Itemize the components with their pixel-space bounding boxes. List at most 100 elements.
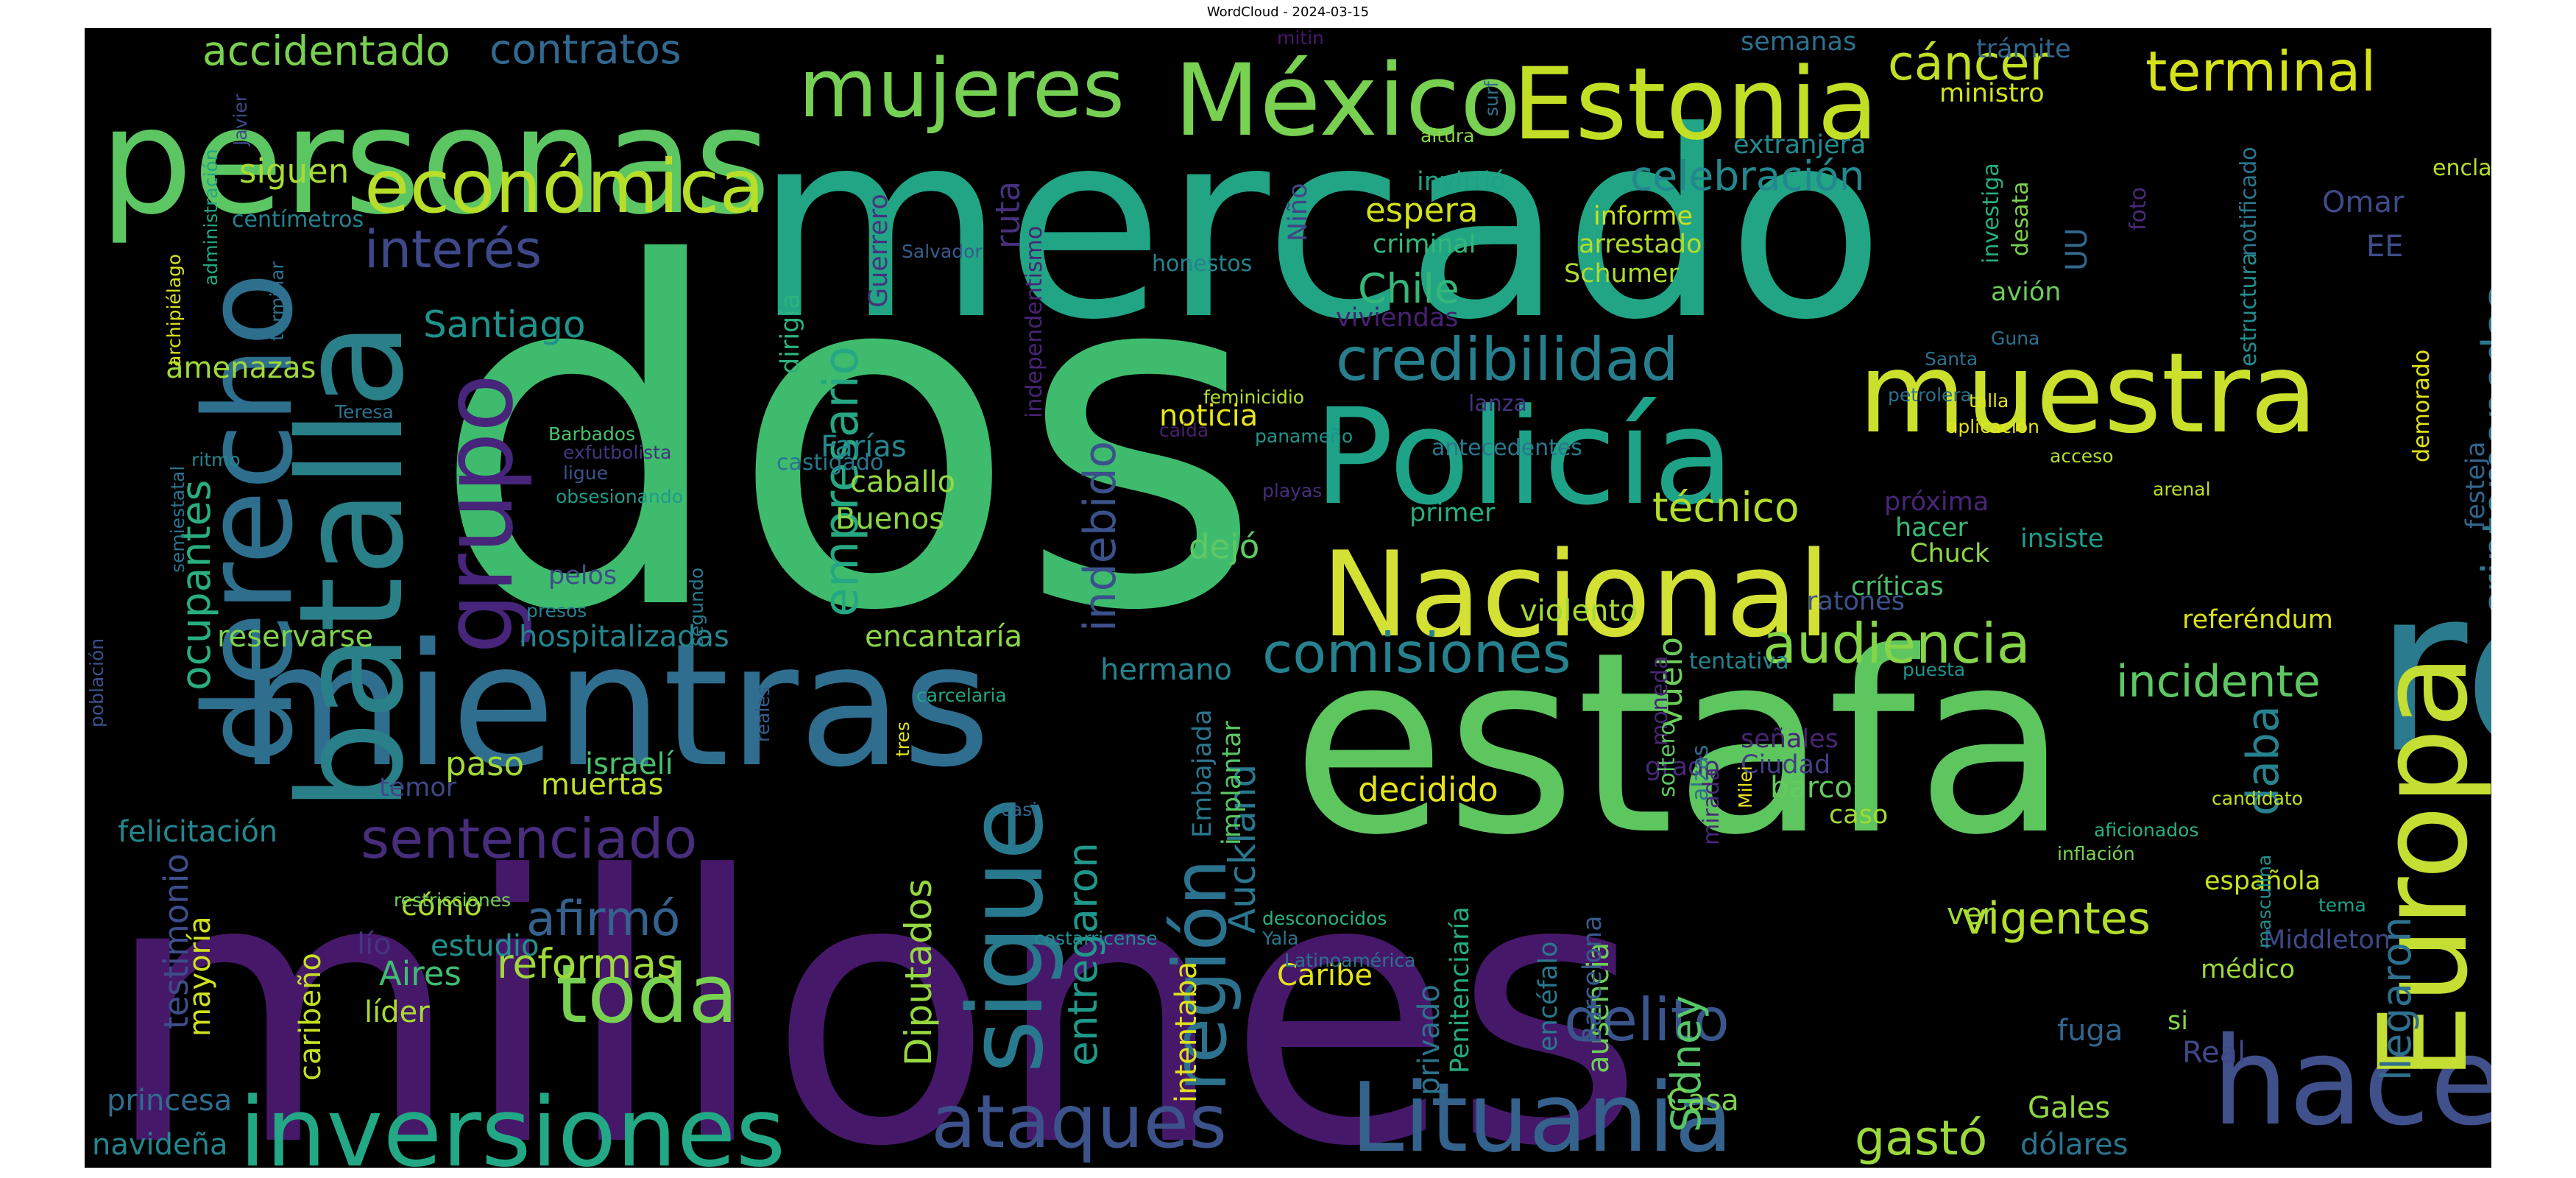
- word-106: privado: [1412, 984, 1446, 1096]
- word-159: masculina: [2254, 855, 2275, 948]
- word-59: Omar: [2322, 186, 2405, 219]
- word-168: Santa: [1925, 348, 1978, 370]
- word-29: cáncer: [1888, 36, 2049, 91]
- word-161: Guna: [1991, 328, 2039, 349]
- word-24: región: [1157, 859, 1243, 1092]
- word-136: estructura: [2236, 253, 2262, 367]
- chart-title: WordCloud - 2024-03-15: [1206, 4, 1370, 20]
- word-83: Middleton: [2263, 925, 2391, 955]
- word-164: arenal: [2153, 479, 2211, 500]
- word-143: dirigía: [776, 294, 805, 374]
- word-49: celebración: [1630, 152, 1864, 200]
- word-199: Latinoamérica: [1284, 950, 1415, 971]
- word-53: ocupantes: [172, 480, 219, 691]
- word-144: antecedentes: [1432, 435, 1582, 461]
- word-128: críticas: [1851, 572, 1944, 602]
- word-35: incidente: [2116, 656, 2321, 708]
- word-69: violento: [1520, 594, 1638, 628]
- word-111: caballo: [850, 465, 955, 499]
- word-77: barco: [1770, 771, 1853, 805]
- word-34: criptomonedas: [2473, 286, 2491, 617]
- word-95: cómo: [401, 889, 482, 923]
- word-102: ausencia: [1582, 942, 1616, 1073]
- word-87: Real: [2182, 1036, 2246, 1070]
- word-196: desconocidos: [1262, 908, 1387, 929]
- word-163: aplicación: [1947, 416, 2039, 437]
- word-166: playas: [1262, 480, 1322, 501]
- word-105: Penitenciaría: [1446, 906, 1475, 1073]
- word-47: reformas: [497, 940, 678, 987]
- word-192: aficionados: [2094, 819, 2198, 841]
- word-70: ratones: [1807, 587, 1905, 616]
- word-179: segundo: [686, 568, 707, 646]
- word-63: amenazas: [166, 351, 316, 385]
- word-178: población: [86, 638, 107, 727]
- word-6: Policía: [1314, 381, 1735, 535]
- word-188: alzas: [1688, 745, 1713, 801]
- word-94: estudio: [431, 929, 539, 963]
- word-197: Yala: [1262, 928, 1298, 949]
- word-153: terminar: [266, 261, 288, 341]
- word-129: tentativa: [1689, 649, 1789, 674]
- word-101: Casa: [1667, 1084, 1739, 1118]
- word-78: caso: [1829, 800, 1888, 830]
- word-44: indebido: [1075, 441, 1126, 632]
- word-58: dejó: [1189, 527, 1259, 566]
- word-133: investiga: [1978, 163, 2004, 264]
- word-72: felicitación: [118, 815, 277, 849]
- word-134: desata: [2008, 181, 2034, 256]
- word-45: Diputados: [897, 879, 940, 1066]
- word-174: ligue: [563, 462, 608, 484]
- word-89: dólares: [2020, 1128, 2129, 1162]
- word-93: líder: [364, 995, 430, 1029]
- word-16: México: [1174, 43, 1521, 158]
- word-3: estafa: [1292, 599, 2069, 890]
- word-165: acceso: [2050, 445, 2114, 467]
- word-169: petrolera: [1888, 384, 1972, 406]
- word-84: médico: [2201, 955, 2295, 984]
- word-88: si: [2168, 1006, 2188, 1036]
- word-123: lanza: [1468, 391, 1527, 417]
- word-96: lío: [357, 928, 392, 962]
- word-132: trámite: [1976, 35, 2071, 64]
- word-10: batalla: [268, 321, 435, 812]
- word-104: encéfalo: [1534, 942, 1563, 1051]
- word-118: criminal: [1373, 230, 1476, 259]
- word-74: muertas: [541, 768, 663, 802]
- word-112: Buenos: [835, 502, 944, 536]
- word-20: sigue: [946, 797, 1066, 1073]
- word-122: primer: [1409, 498, 1496, 528]
- word-56: Chile: [1358, 265, 1459, 312]
- word-115: informe: [1593, 202, 1693, 231]
- word-31: sentenciado: [361, 806, 697, 871]
- word-135: foto: [2126, 187, 2151, 230]
- word-12: hace: [2212, 1011, 2491, 1152]
- word-9: personas: [99, 76, 771, 247]
- word-23: económica: [364, 144, 765, 230]
- word-85: ver: [1947, 897, 1995, 931]
- word-48: Sídney: [1663, 995, 1710, 1132]
- word-131: semanas: [1741, 28, 1856, 57]
- word-109: Embajada: [1188, 709, 1217, 838]
- word-79: Ciudad: [1741, 750, 1830, 780]
- word-124: hacer: [1895, 513, 1968, 543]
- word-116: arrestado: [1579, 230, 1702, 259]
- word-11: derecho: [178, 272, 319, 764]
- word-183: tres: [892, 722, 913, 757]
- word-8: muestra: [1858, 330, 2318, 458]
- word-64: reservarse: [217, 620, 373, 654]
- word-62: testimonio: [157, 853, 196, 1029]
- word-151: administración: [200, 149, 222, 286]
- word-81: grado: [1645, 752, 1720, 782]
- word-107: intentaba: [1170, 962, 1203, 1103]
- word-43: siguen: [239, 152, 349, 191]
- word-73: israelí: [585, 747, 675, 781]
- word-173: exfutbolista: [563, 442, 671, 463]
- word-138: avión: [1991, 278, 2061, 307]
- word-175: obsesionando: [556, 486, 683, 507]
- word-18: mujeres: [799, 41, 1125, 135]
- word-5: mientras: [239, 608, 991, 805]
- word-4: red: [2374, 538, 2491, 804]
- word-13: Europa: [2353, 654, 2491, 1081]
